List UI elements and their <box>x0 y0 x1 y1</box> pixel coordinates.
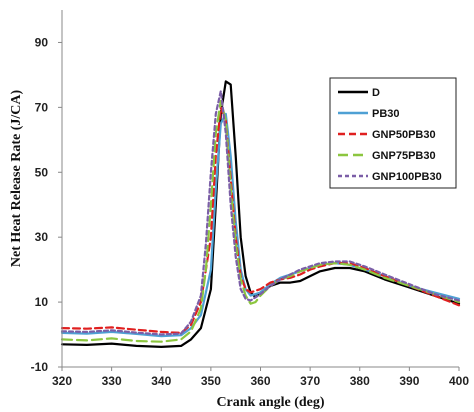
x-tick-label: 370 <box>300 374 320 388</box>
y-tick-label: 90 <box>35 35 49 49</box>
x-tick-label: 340 <box>151 374 171 388</box>
y-tick-label: 10 <box>35 295 49 309</box>
legend-label: GNP100PB30 <box>372 171 442 183</box>
y-tick-label: 50 <box>35 165 49 179</box>
series-line-gnp50pb30 <box>60 106 461 334</box>
x-tick-label: 400 <box>449 374 469 388</box>
x-axis-ticks: 320 330 340 350 360 370 380 390 400 <box>52 367 469 388</box>
y-axis-ticks: -10 10 30 50 70 90 <box>31 35 62 374</box>
x-axis-title: Crank angle (deg) <box>216 395 324 410</box>
x-tick-label: 360 <box>250 374 270 388</box>
y-tick-label: 30 <box>35 230 49 244</box>
y-tick-label: -10 <box>31 360 49 374</box>
legend-label: GNP75PB30 <box>372 150 436 162</box>
legend-label: GNP50PB30 <box>372 129 436 141</box>
x-tick-label: 390 <box>399 374 419 388</box>
series-line-gnp75pb30 <box>60 99 461 343</box>
legend-label: D <box>372 87 380 99</box>
y-tick-label: 70 <box>35 100 49 114</box>
x-tick-label: 320 <box>52 374 72 388</box>
series-layer <box>60 80 461 348</box>
legend-label: PB30 <box>372 108 400 120</box>
series-line-d <box>60 80 461 348</box>
legend: D PB30 GNP50PB30 GNP75PB30 GNP100PB30 <box>329 77 457 189</box>
x-tick-label: 330 <box>102 374 122 388</box>
series-line-gnp100pb30 <box>60 90 461 336</box>
y-axis-title: Net Heat Release Rate (J/CA) <box>9 90 24 268</box>
x-tick-label: 380 <box>350 374 370 388</box>
x-tick-label: 350 <box>201 374 221 388</box>
